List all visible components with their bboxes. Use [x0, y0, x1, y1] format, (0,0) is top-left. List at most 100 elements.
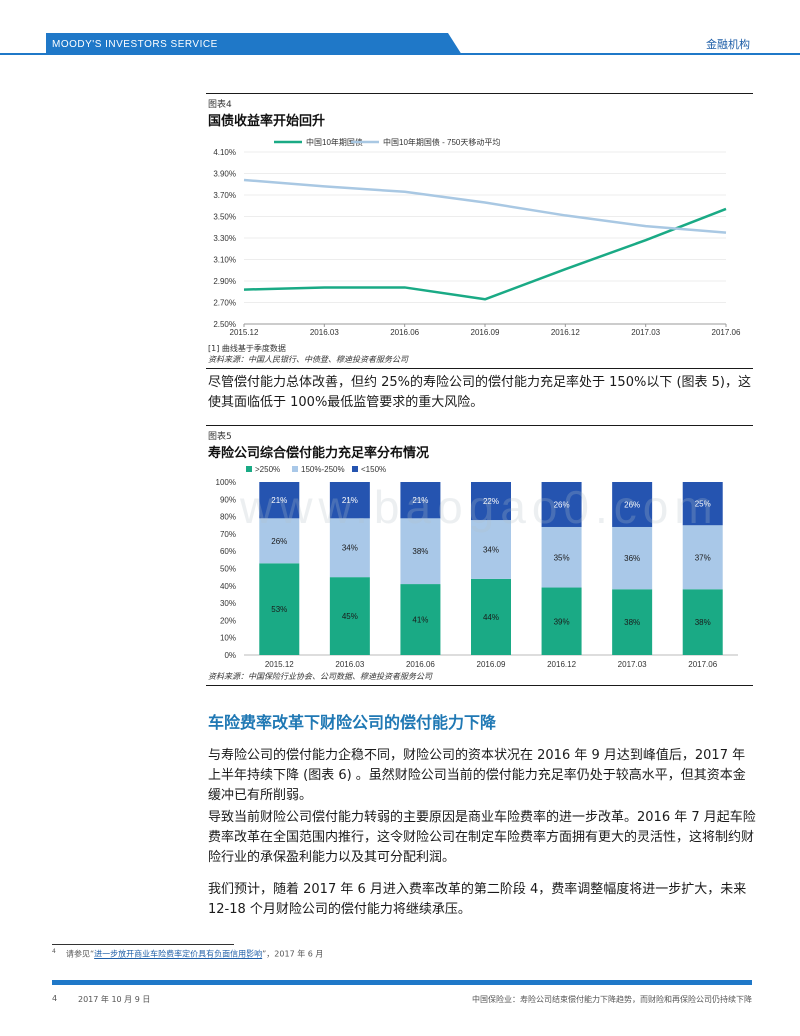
x-tick-label: 2016.12: [551, 328, 580, 337]
bar-segment: [612, 526, 653, 590]
footnote-number: 4: [52, 948, 56, 955]
y-tick-label: 20%: [220, 616, 236, 625]
brand-name: MOODY'S INVESTORS SERVICE: [52, 39, 218, 50]
bar-segment: [400, 518, 441, 585]
y-tick-label: 2.70%: [213, 299, 236, 308]
x-tick-label: 2016.09: [471, 328, 500, 337]
figure4-note: [1] 曲线基于季度数据: [208, 344, 286, 353]
y-tick-label: 10%: [220, 634, 236, 643]
bar-data-label: 37%: [695, 553, 711, 562]
x-tick-label: 2016.09: [477, 660, 506, 669]
x-tick-label: 2017.03: [631, 328, 660, 337]
paragraph-pc-insurers-capital: 与寿险公司的偿付能力企稳不同，财险公司的资本状况在 2016 年 9 月达到峰值…: [208, 748, 746, 803]
y-tick-label: 50%: [220, 565, 236, 574]
footer-bar: [52, 980, 752, 985]
legend-label: 中国10年期国债 - 750天移动平均: [383, 137, 500, 147]
bar-segment: [541, 526, 582, 588]
section-heading: 车险费率改革下财险公司的偿付能力下降: [208, 713, 497, 732]
bar-data-label: 38%: [695, 618, 711, 627]
x-tick-label: 2017.06: [688, 660, 717, 669]
bar-data-label: 34%: [483, 545, 499, 554]
paragraph-life-insurers-risk: 尽管偿付能力总体改善，但约 25%的寿险公司的偿付能力充足率处于 150%以下 …: [208, 375, 752, 410]
figure4-bottom-rule: [206, 368, 753, 369]
y-tick-label: 0%: [224, 651, 236, 660]
paragraph-outlook: 我们预计，随着 2017 年 6 月进入费率改革的第二阶段 4，费率调整幅度将进…: [208, 882, 747, 917]
bar-data-label: 22%: [483, 497, 499, 506]
bar-segment: [400, 482, 441, 519]
bar-data-label: 35%: [554, 553, 570, 562]
bar-data-label: 26%: [624, 500, 640, 509]
bar-data-label: 21%: [412, 496, 428, 505]
paragraph-motor-rate-reform: 导致当前财险公司偿付能力转弱的主要原因是商业车险费率的进一步改革。2016 年 …: [208, 810, 756, 865]
bar-data-label: 26%: [554, 500, 570, 509]
y-tick-label: 90%: [220, 495, 236, 504]
bar-data-label: 34%: [342, 544, 358, 553]
legend-swatch: [292, 466, 298, 472]
bar-data-label: 25%: [695, 500, 711, 509]
bar-segment: [400, 584, 441, 655]
x-tick-label: 2016.03: [335, 660, 364, 669]
x-tick-label: 2016.12: [547, 660, 576, 669]
y-tick-label: 3.90%: [213, 170, 236, 179]
y-tick-label: 60%: [220, 547, 236, 556]
series-line: [243, 178, 727, 234]
y-tick-label: 30%: [220, 599, 236, 608]
legend-swatch: [246, 466, 252, 472]
legend-label: >250%: [255, 465, 280, 474]
figure5-title: 寿险公司综合偿付能力充足率分布情况: [208, 446, 430, 461]
bar-segment: [612, 589, 653, 655]
figure5-bottom-rule: [206, 685, 753, 686]
footnote-suffix: ”，2017 年 6 月: [262, 949, 324, 959]
figure4-title: 国债收益率开始回升: [208, 114, 326, 129]
x-tick-label: 2016.03: [310, 328, 339, 337]
bar-segment: [329, 577, 370, 655]
y-tick-label: 3.50%: [213, 213, 236, 222]
report-title: 中国保险业：寿险公司结束偿付能力下降趋势，而财险和再保险公司仍持续下降: [472, 995, 752, 1004]
y-tick-label: 3.70%: [213, 191, 236, 200]
bar-segment: [682, 525, 723, 590]
bar-segment: [259, 518, 300, 564]
y-tick-label: 4.10%: [213, 148, 236, 157]
bar-data-label: 39%: [554, 617, 570, 626]
y-tick-label: 40%: [220, 582, 236, 591]
bar-data-label: 21%: [271, 496, 287, 505]
series-line: [243, 207, 727, 301]
legend-label: <150%: [361, 465, 386, 474]
x-tick-label: 2017.06: [712, 328, 741, 337]
x-tick-label: 2017.03: [618, 660, 647, 669]
figure5-top-rule: [206, 425, 753, 426]
section-name: 金融机构: [706, 38, 750, 51]
legend-label: 中国10年期国债: [306, 137, 363, 147]
footnote-report-link[interactable]: 进一步放开商业车险费率定价具有负面信用影响: [94, 949, 263, 959]
footnote-rule: [52, 944, 234, 945]
x-tick-label: 2016.06: [390, 328, 419, 337]
publication-date: 2017 年 10 月 9 日: [78, 995, 151, 1004]
bar-segment: [541, 482, 582, 527]
bar-segment: [612, 482, 653, 527]
bar-segment: [329, 518, 370, 578]
y-tick-label: 100%: [216, 478, 236, 487]
y-tick-label: 3.10%: [213, 256, 236, 265]
x-tick-label: 2015.12: [230, 328, 259, 337]
bar-segment: [682, 589, 723, 655]
bar-data-label: 38%: [412, 547, 428, 556]
y-tick-label: 2.90%: [213, 277, 236, 286]
bar-segment: [329, 482, 370, 519]
bar-segment: [471, 482, 511, 521]
figure4-label: 图表4: [208, 100, 232, 110]
legend-swatch: [352, 466, 358, 472]
bar-data-label: 53%: [271, 605, 287, 614]
bar-segment: [259, 482, 300, 519]
figure5-label: 图表5: [208, 432, 232, 442]
y-tick-label: 2.50%: [213, 320, 236, 329]
bar-segment: [471, 520, 511, 579]
figure4-top-rule: [206, 93, 753, 94]
figure5-source: 资料来源：中国保险行业协会、公司数据、穆迪投资者服务公司: [208, 672, 432, 681]
x-tick-label: 2016.06: [406, 660, 435, 669]
watermark: www.baogao0.com: [240, 481, 719, 533]
y-tick-label: 80%: [220, 513, 236, 522]
x-tick-label: 2015.12: [265, 660, 294, 669]
solvency-distribution-stacked-bar-chart: 100% 90% 80% 70% 60% 50% 40% 30% 20% 10% 0% 53% 26% 2…: [216, 465, 738, 669]
bar-data-label: 36%: [624, 554, 640, 563]
bar-segment: [541, 587, 582, 655]
